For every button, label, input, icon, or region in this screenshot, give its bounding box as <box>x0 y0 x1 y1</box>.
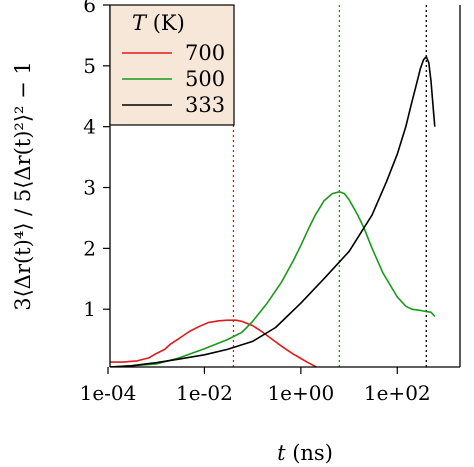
series-line-500 <box>110 191 436 367</box>
series-line-700 <box>110 319 317 367</box>
x-axis-label: t (ns) <box>277 441 333 465</box>
series-line-333 <box>110 55 436 367</box>
y-tick-label-3: 4 <box>83 115 96 139</box>
x-tick-label-1: 1e-02 <box>176 381 233 405</box>
plot-content <box>110 5 436 367</box>
y-tick-label-0: 1 <box>83 297 96 321</box>
y-axis-label: 3⟨Δr(t)⁴⟩ / 5⟨Δr(t)²⟩² − 1 <box>11 61 35 311</box>
legend-label-700: 700 <box>185 41 225 65</box>
x-tick-label-3: 1e+02 <box>364 381 431 405</box>
y-tick-label-2: 3 <box>83 176 96 200</box>
y-tick-label-5: 6 <box>83 0 96 17</box>
axes: 1e-04 1e-02 1e+00 1e+02 1 2 3 4 5 6 <box>80 0 461 405</box>
y-tick-label-4: 5 <box>83 54 96 78</box>
plot-area <box>110 5 436 367</box>
x-tick-label-0: 1e-04 <box>80 381 137 405</box>
legend-label-500: 500 <box>185 67 225 91</box>
axis-labels: t (ns) 3⟨Δr(t)⁴⟩ / 5⟨Δr(t)²⟩² − 1 <box>11 61 333 465</box>
legend-label-333: 333 <box>185 93 225 117</box>
y-tick-label-1: 2 <box>83 236 96 260</box>
legend-title: T (K) <box>132 11 185 35</box>
x-tick-label-2: 1e+00 <box>267 381 334 405</box>
